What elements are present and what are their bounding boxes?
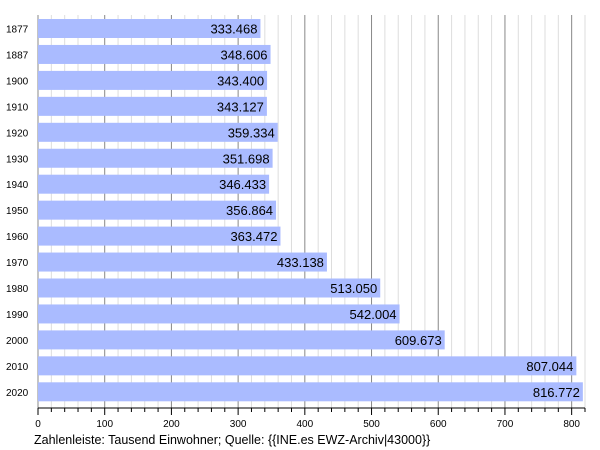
x-tick-label: 300 bbox=[230, 419, 247, 430]
bar-2020 bbox=[38, 382, 583, 402]
category-label: 1930 bbox=[6, 154, 29, 165]
value-label: 513.050 bbox=[330, 281, 377, 296]
category-label: 2010 bbox=[6, 362, 29, 373]
labels: 1877 333.468 1887 348.606 1900 343.400 1910 343… bbox=[6, 22, 580, 400]
value-label: 351.698 bbox=[223, 151, 270, 166]
value-label: 359.334 bbox=[228, 125, 275, 140]
x-tick-label: 400 bbox=[296, 419, 313, 430]
value-label: 807.044 bbox=[526, 359, 573, 374]
chart-caption: Zahlenleiste: Tausend Einwohner; Quelle:… bbox=[34, 433, 430, 447]
value-label: 363.472 bbox=[230, 229, 277, 244]
category-label: 1950 bbox=[6, 206, 29, 217]
category-label: 1960 bbox=[6, 232, 29, 243]
bars bbox=[38, 19, 583, 402]
value-label: 609.673 bbox=[395, 333, 442, 348]
x-tick-label: 0 bbox=[35, 419, 41, 430]
value-label: 356.864 bbox=[226, 203, 273, 218]
x-axis: 0 100 200 300 400 500 600 700 800 bbox=[35, 407, 586, 430]
category-label: 1970 bbox=[6, 258, 29, 269]
category-label: 1910 bbox=[6, 102, 29, 113]
bar-2000 bbox=[38, 330, 445, 350]
category-label: 2000 bbox=[6, 336, 29, 347]
bar-1990 bbox=[38, 304, 400, 324]
x-tick-label: 700 bbox=[497, 419, 514, 430]
category-label: 1990 bbox=[6, 310, 29, 321]
bar-1930 bbox=[38, 148, 273, 168]
value-label: 343.127 bbox=[217, 99, 264, 114]
category-label: 1877 bbox=[6, 25, 29, 36]
bar-1940 bbox=[38, 174, 270, 194]
value-label: 346.433 bbox=[219, 177, 266, 192]
bar-1900 bbox=[38, 70, 268, 90]
bar-2010 bbox=[38, 356, 577, 376]
category-label: 1900 bbox=[6, 76, 29, 87]
bar-1980 bbox=[38, 278, 381, 298]
category-label: 1980 bbox=[6, 284, 29, 295]
value-label: 433.138 bbox=[277, 255, 324, 270]
bar-1960 bbox=[38, 226, 281, 246]
value-label: 343.400 bbox=[217, 73, 264, 88]
bar-1910 bbox=[38, 96, 267, 116]
value-label: 542.004 bbox=[350, 307, 397, 322]
category-label: 2020 bbox=[6, 388, 29, 399]
x-tick-label: 200 bbox=[163, 419, 180, 430]
bar-1950 bbox=[38, 200, 277, 220]
value-label: 816.772 bbox=[533, 385, 580, 400]
bar-1920 bbox=[38, 122, 278, 142]
x-tick-label: 600 bbox=[430, 419, 447, 430]
x-tick-label: 800 bbox=[563, 419, 580, 430]
category-label: 1887 bbox=[6, 50, 29, 61]
bar-1877 bbox=[38, 19, 261, 38]
bar-1970 bbox=[38, 252, 327, 272]
category-label: 1940 bbox=[6, 180, 29, 191]
bar-1887 bbox=[38, 44, 271, 64]
value-label: 348.606 bbox=[221, 47, 268, 62]
category-label: 1920 bbox=[6, 128, 29, 139]
value-label: 333.468 bbox=[210, 22, 257, 37]
x-tick-label: 100 bbox=[96, 419, 113, 430]
x-tick-label: 500 bbox=[363, 419, 380, 430]
